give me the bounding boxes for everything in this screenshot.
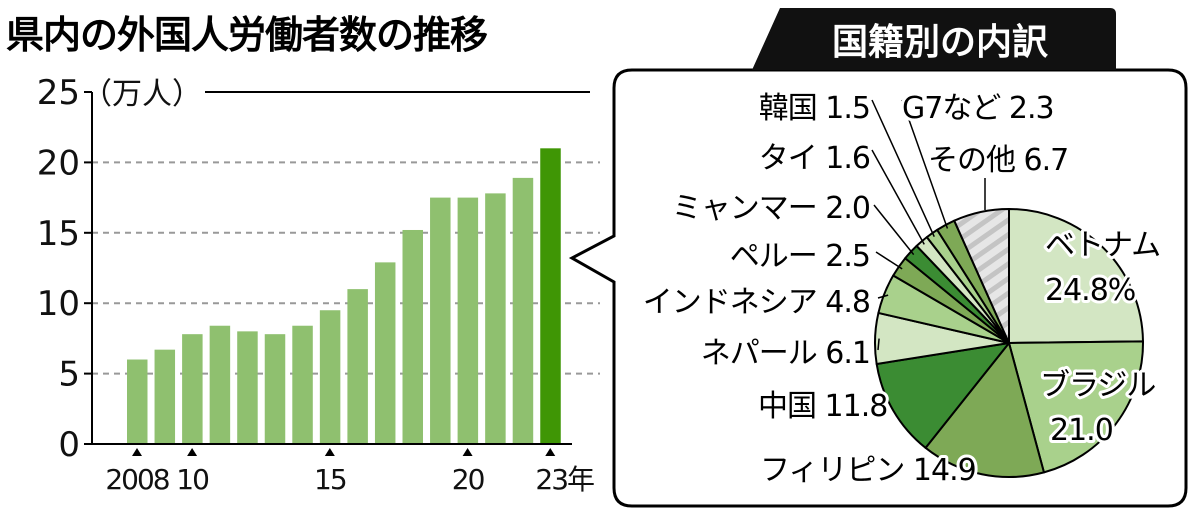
pie-label-value: 21.0: [1050, 413, 1113, 448]
pie-slice: [1008, 208, 1144, 344]
bar: [264, 334, 286, 444]
bar: [347, 289, 368, 444]
pie-label: インドネシア 4.8: [643, 285, 870, 320]
bar: [319, 310, 341, 444]
y-tick-label: 20: [37, 143, 80, 183]
x-tick-label: 2008: [105, 463, 168, 496]
pie-label: その他 6.7: [928, 143, 1068, 178]
pie-slice: [924, 342, 1045, 478]
y-tick-label: 0: [58, 425, 80, 465]
pie-label: 韓国 1.5: [759, 91, 870, 126]
leader-line: [873, 204, 915, 256]
bar: [485, 193, 506, 444]
chart-title: 県内の外国人労働者数の推移: [6, 13, 488, 57]
leader-line: [901, 99, 949, 229]
bar: [430, 197, 451, 444]
leader-line: [875, 251, 903, 270]
pie-label: 中国 11.8: [758, 389, 887, 424]
x-tick-marker: [132, 448, 142, 456]
pie-label-name: ブラジル: [1040, 368, 1155, 403]
bar: [402, 229, 423, 444]
x-tick-label: 15: [314, 463, 346, 496]
x-tick-marker: [462, 448, 473, 456]
bar: [292, 325, 313, 444]
leader-line: [871, 149, 925, 245]
x-tick-marker: [324, 448, 335, 456]
x-tick-label: 10: [176, 463, 208, 496]
pie-title: 国籍別の内訳: [832, 22, 1049, 63]
pie-slice: [953, 208, 1010, 344]
bar: [374, 262, 396, 444]
bar: [512, 177, 534, 444]
bar: [182, 334, 203, 444]
pie-label: G7など 2.3: [902, 91, 1054, 126]
pie-label: ペルー 2.5: [730, 239, 870, 274]
pie-label: フィリピン 14.9: [760, 453, 976, 488]
y-tick-label: 15: [37, 214, 80, 254]
y-tick-label: 10: [37, 284, 80, 324]
leader-line: [877, 338, 880, 351]
leader-line: [871, 99, 935, 237]
pie-labels: ベトナム 24.8% ブラジル 21.0 フィリピン 14.9 中国 11.8 ネパール 6…: [640, 88, 1164, 491]
bar: [457, 197, 479, 444]
x-tick-marker: [187, 448, 198, 456]
pie-title-tab: [752, 8, 1116, 70]
pie-slice: [1008, 340, 1144, 474]
y-tick-label: 5: [58, 355, 80, 395]
x-tick-label: 23年: [535, 463, 594, 496]
pie-label: ミャンマー 2.0: [672, 191, 870, 226]
x-tick-label: 20: [452, 463, 484, 496]
pie-label-name: ベトナム: [1045, 228, 1160, 263]
pie-label: タイ 1.6: [759, 141, 870, 176]
bar: [237, 331, 258, 444]
pie-label: ネパール 6.1: [701, 336, 870, 371]
bar: [209, 325, 231, 444]
bar: [154, 349, 176, 444]
leader-line: [877, 294, 889, 299]
bar: [127, 359, 148, 444]
x-tick-marker: [545, 448, 556, 456]
y-tick-label: 25: [37, 73, 80, 113]
pie-slice: [875, 342, 1010, 449]
pie-label-value: 24.8%: [1045, 273, 1135, 308]
pie-chart: [874, 208, 1144, 478]
bar: [540, 148, 561, 444]
y-axis-unit: （万人）: [82, 77, 202, 112]
